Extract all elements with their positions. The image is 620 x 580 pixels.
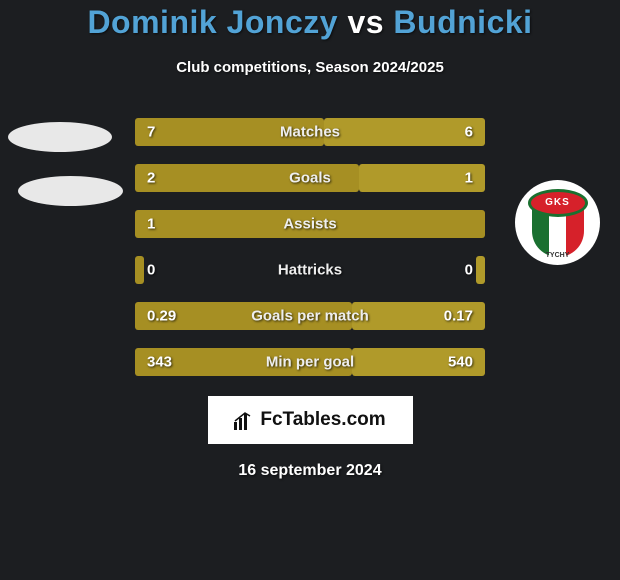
- value-left: 2: [147, 170, 155, 187]
- footer-logo: FcTables.com: [208, 396, 413, 444]
- stat-row: 0 0 Hattricks: [135, 256, 485, 284]
- stat-label: Goals: [289, 170, 331, 187]
- player-avatar-placeholder: [8, 122, 112, 152]
- value-left: 1: [147, 216, 155, 233]
- value-left: 0.29: [147, 308, 176, 325]
- value-right: 0: [465, 262, 473, 279]
- value-right: 1: [465, 170, 473, 187]
- stat-label: Hattricks: [278, 262, 342, 279]
- footer-logo-text: FcTables.com: [260, 409, 385, 431]
- stat-row: 1 Assists: [135, 210, 485, 238]
- stat-row: 7 6 Matches: [135, 118, 485, 146]
- bar-left: [135, 256, 144, 284]
- page-title: Dominik Jonczy vs Budnicki: [87, 4, 532, 41]
- stat-label: Assists: [283, 216, 336, 233]
- badge-ring-text: GKS: [545, 197, 570, 208]
- fctables-icon: [234, 410, 256, 430]
- player1-name: Dominik Jonczy: [87, 4, 338, 40]
- player2-name: Budnicki: [393, 4, 532, 40]
- badge-ring: GKS: [528, 189, 588, 217]
- value-right: 0.17: [444, 308, 473, 325]
- player-avatar-placeholder: [18, 176, 123, 206]
- value-left: 0: [147, 262, 155, 279]
- club-badge-inner: GKS TYCHY: [528, 189, 588, 257]
- bar-right: [324, 118, 485, 146]
- badge-bottom-text: TYCHY: [546, 252, 570, 259]
- value-left: 343: [147, 354, 172, 371]
- stat-label: Matches: [280, 124, 340, 141]
- club-badge: GKS TYCHY: [515, 180, 600, 265]
- subtitle: Club competitions, Season 2024/2025: [176, 59, 444, 76]
- date-text: 16 september 2024: [238, 462, 381, 480]
- value-left: 7: [147, 124, 155, 141]
- stat-label: Min per goal: [266, 354, 354, 371]
- stat-row: 0.29 0.17 Goals per match: [135, 302, 485, 330]
- value-right: 540: [448, 354, 473, 371]
- stat-row: 343 540 Min per goal: [135, 348, 485, 376]
- comparison-chart: 76Matches21Goals1Assists00Hattricks0.290…: [135, 118, 485, 376]
- bar-right: [476, 256, 485, 284]
- stat-row: 2 1 Goals: [135, 164, 485, 192]
- stat-label: Goals per match: [251, 308, 369, 325]
- value-right: 6: [465, 124, 473, 141]
- vs-text: vs: [347, 4, 384, 40]
